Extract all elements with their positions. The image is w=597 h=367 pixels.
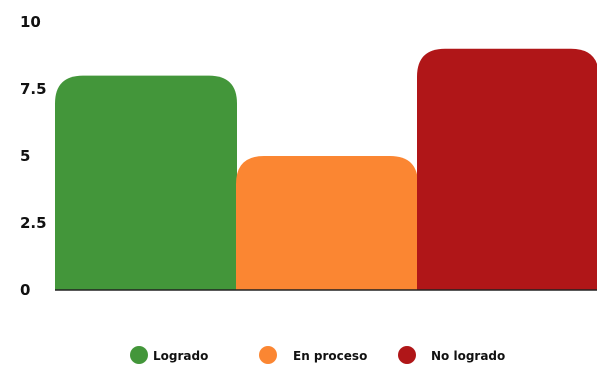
y-tick-label: 10	[20, 13, 41, 31]
y-axis-labels: 0 2.5 5 7.5 10	[20, 13, 47, 299]
y-tick-label: 7.5	[20, 80, 47, 98]
legend-swatch	[130, 346, 148, 364]
legend-label: En proceso	[293, 349, 367, 363]
bar-no-logrado	[417, 48, 597, 290]
bar-logrado	[55, 75, 237, 290]
y-tick-label: 5	[20, 147, 30, 165]
legend-label: Logrado	[153, 349, 208, 363]
y-tick-label: 2.5	[20, 214, 47, 232]
bars	[55, 48, 597, 290]
legend-label: No logrado	[431, 349, 505, 363]
legend-swatch	[259, 346, 277, 364]
legend: Logrado En proceso No logrado	[130, 346, 505, 364]
y-tick-label: 0	[20, 281, 30, 299]
bar-en-proceso	[236, 156, 418, 290]
legend-swatch	[398, 346, 416, 364]
